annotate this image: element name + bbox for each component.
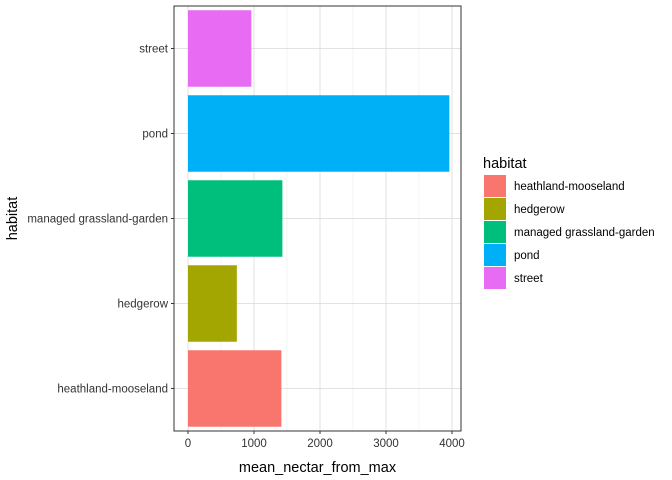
x-axis-title: mean_nectar_from_max: [239, 460, 397, 476]
bar-street: [188, 10, 252, 87]
x-tick-label: 0: [185, 438, 191, 450]
legend-key-pond: [484, 244, 506, 266]
x-tick-label: 2000: [307, 438, 333, 450]
y-tick-label: hedgerow: [117, 299, 168, 311]
legend-key-heathland-mooseland: [484, 175, 506, 197]
bar-pond: [188, 95, 450, 172]
legend-label: heathland-mooseland: [514, 181, 625, 193]
legend-label: pond: [514, 250, 540, 262]
bars: [188, 10, 450, 427]
legend-key-street: [484, 267, 506, 289]
y-tick-label: street: [139, 44, 169, 56]
legend-label: managed grassland-garden: [514, 227, 655, 239]
y-tick-label: pond: [142, 129, 168, 141]
y-tick-label: managed grassland-garden: [27, 214, 168, 226]
y-axis-ticks: heathland-mooseland hedgerow managed grass…: [27, 44, 174, 396]
x-tick-label: 4000: [439, 438, 465, 450]
x-axis-ticks: 0 1000 2000 3000 4000: [185, 431, 465, 450]
legend-key-managed-grassland-garden: [484, 221, 506, 243]
bar-hedgerow: [188, 265, 237, 342]
legend-title: habitat: [483, 156, 527, 172]
legend-key-hedgerow: [484, 198, 506, 220]
y-tick-label: heathland-mooseland: [57, 384, 168, 396]
legend: habitat heathland-mooseland hedgerow manag…: [483, 156, 655, 289]
y-axis-title: habitat: [5, 197, 21, 241]
x-tick-label: 3000: [373, 438, 399, 450]
bar-heathland-mooseland: [188, 350, 282, 427]
x-tick-label: 1000: [241, 438, 267, 450]
legend-label: hedgerow: [514, 204, 565, 216]
legend-label: street: [514, 273, 544, 285]
bar-managed-grassland-garden: [188, 180, 283, 257]
